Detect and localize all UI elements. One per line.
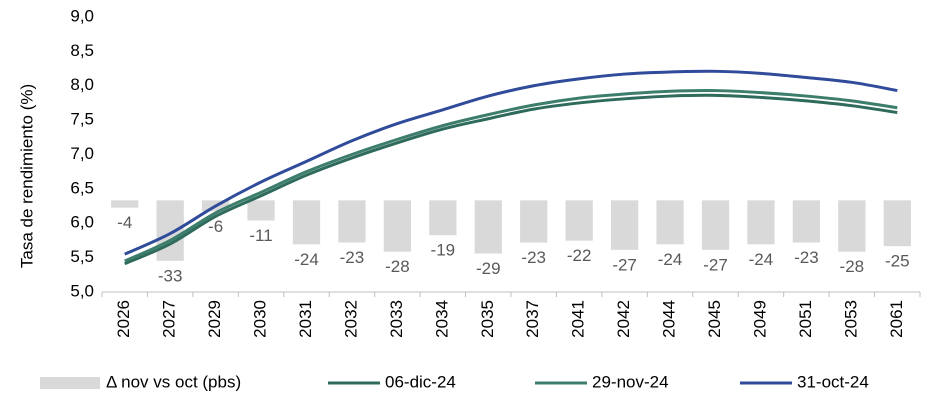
data-label: -22	[567, 246, 592, 265]
legend-label: 31-oct-24	[797, 372, 869, 391]
legend-label: Δ nov vs oct (pbs)	[106, 372, 241, 391]
x-tick-label: 2045	[705, 300, 724, 338]
data-label: -23	[340, 248, 365, 267]
x-tick-label: 2032	[341, 300, 360, 338]
bar	[610, 200, 639, 250]
bar	[247, 200, 275, 221]
data-label: -11	[249, 226, 272, 245]
y-tick-label: 8,5	[70, 41, 94, 60]
data-label: -33	[158, 266, 183, 285]
x-tick-label: 2033	[387, 300, 406, 338]
line	[124, 88, 898, 263]
bar	[111, 200, 139, 208]
y-tick-label: 9,0	[70, 6, 94, 25]
data-label: -28	[840, 257, 865, 276]
bar	[883, 200, 911, 247]
y-tick-label: 6,0	[70, 213, 94, 232]
data-label: -28	[385, 257, 410, 276]
data-label: -25	[885, 252, 910, 271]
line	[124, 93, 898, 266]
x-tick-label: 2053	[841, 300, 860, 338]
line	[124, 69, 898, 256]
data-label: -24	[294, 250, 319, 269]
data-label: -24	[749, 250, 774, 269]
data-label: -4	[117, 213, 132, 232]
y-tick-label: 7,5	[70, 110, 94, 129]
y-axis-label: Tasa de rendimiento (%)	[17, 84, 36, 268]
data-label: -23	[521, 248, 546, 267]
x-tick-label: 2031	[296, 300, 315, 338]
x-tick-label: 2044	[660, 300, 679, 338]
x-tick-label: 2049	[750, 300, 769, 338]
y-tick-label: 7,0	[70, 144, 94, 163]
bar	[156, 200, 184, 261]
x-tick-label: 2026	[114, 300, 133, 338]
data-label: -19	[431, 241, 456, 260]
y-tick-label: 5,5	[70, 247, 94, 266]
x-tick-label: 2037	[523, 300, 542, 338]
y-tick-label: 5,0	[70, 281, 94, 300]
bar	[383, 200, 412, 252]
legend-label: 06-dic-24	[385, 372, 456, 391]
data-label: -23	[794, 248, 819, 267]
bar	[429, 200, 457, 236]
x-tick-label: 2041	[569, 300, 588, 338]
x-tick-label: 2051	[796, 300, 815, 338]
x-tick-label: 2027	[160, 300, 179, 338]
bar	[338, 200, 366, 243]
bar	[838, 200, 866, 252]
data-label: -6	[208, 217, 223, 236]
x-tick-label: 2029	[205, 300, 224, 338]
x-tick-label: 2042	[614, 300, 633, 338]
bar	[520, 200, 548, 243]
bar	[474, 200, 502, 254]
bar	[656, 200, 684, 245]
y-tick-label: 6,5	[70, 178, 94, 197]
bar	[701, 200, 730, 250]
data-label: -24	[658, 250, 683, 269]
bar	[747, 200, 775, 245]
x-tick-label: 2035	[478, 300, 497, 338]
x-tick-label: 2034	[432, 300, 451, 338]
bar	[792, 200, 821, 243]
x-tick-label: 2061	[887, 300, 906, 338]
data-label: -27	[612, 255, 637, 274]
bar	[292, 200, 321, 245]
bar	[565, 200, 593, 241]
legend-label: 29-nov-24	[592, 372, 669, 391]
data-label: -27	[703, 255, 728, 274]
legend-swatch	[40, 377, 100, 389]
y-tick-label: 8,0	[70, 75, 94, 94]
x-tick-label: 2030	[251, 300, 270, 338]
data-label: -29	[476, 259, 501, 278]
